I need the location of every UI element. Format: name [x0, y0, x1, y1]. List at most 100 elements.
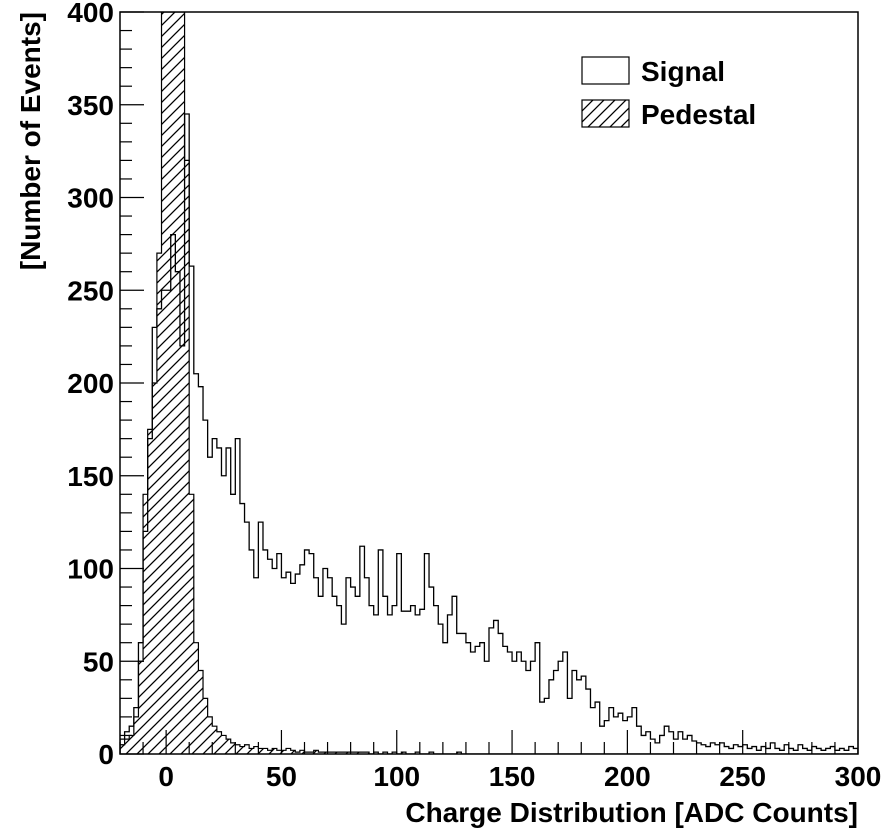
pedestal-bar-48	[341, 752, 347, 754]
pedestal-bar-21	[216, 731, 222, 754]
signal-bin-38	[295, 574, 300, 754]
x-axis-title: Charge Distribution [ADC Counts]	[405, 797, 858, 828]
y-tick-labels: 0 50 100 150 200 250 300 350 400	[67, 0, 114, 770]
signal-bin-89	[531, 661, 536, 754]
signal-bin-27	[245, 522, 250, 754]
signal-bin-151	[816, 748, 821, 754]
pedestal-bar-43	[318, 752, 324, 754]
signal-bin-150	[812, 747, 817, 754]
legend-label-pedestal: Pedestal	[641, 99, 756, 130]
signal-bin-33	[272, 569, 277, 755]
y-tick-label-250: 250	[67, 275, 114, 306]
pedestal-bar-47	[336, 752, 342, 754]
signal-bin-121	[678, 732, 683, 754]
pedestal-bar-17	[198, 670, 204, 754]
signal-bin-34	[277, 554, 282, 754]
pedestal-bar-15	[189, 494, 195, 754]
signal-bin-61	[401, 611, 406, 754]
signal-bin-67	[429, 587, 434, 754]
signal-bin-48	[341, 624, 346, 754]
signal-bin-41	[309, 554, 314, 754]
signal-bin-26	[240, 504, 245, 754]
pedestal-bar-22	[221, 735, 227, 754]
pedestal-bar-13	[179, 12, 185, 754]
signal-bin-12	[175, 272, 180, 754]
signal-bin-47	[337, 606, 342, 754]
pedestal-bar-41	[309, 752, 315, 754]
signal-bin-93	[549, 680, 554, 754]
pedestal-bar-46	[332, 752, 338, 754]
x-tick-label-300: 300	[835, 761, 882, 792]
pedestal-bar-7	[152, 383, 158, 754]
y-tick-label-350: 350	[67, 90, 114, 121]
pedestal-bar-55	[373, 752, 379, 754]
signal-bin-45	[328, 578, 333, 754]
signal-bin-118	[664, 726, 669, 754]
pedestal-bar-30	[258, 748, 264, 754]
pedestal-series	[120, 12, 858, 754]
signal-bin-35	[281, 578, 286, 754]
pedestal-bar-18	[203, 698, 208, 754]
signal-bin-77	[475, 646, 480, 754]
pedestal-bar-73	[456, 752, 462, 754]
pedestal-bar-59	[392, 752, 398, 754]
signal-bin-83	[503, 646, 508, 754]
signal-bin-64	[415, 615, 420, 754]
signal-bin-72	[452, 596, 457, 754]
signal-bin-71	[447, 615, 452, 754]
pedestal-bar-1	[124, 739, 130, 754]
x-tick-label-100: 100	[373, 761, 420, 792]
signal-bin-136	[747, 748, 752, 754]
y-tick-label-100: 100	[67, 554, 114, 585]
pedestal-bar-61	[401, 752, 407, 754]
signal-bin-123	[687, 735, 692, 754]
signal-bin-17	[198, 387, 203, 754]
signal-bin-22	[221, 476, 226, 754]
signal-bin-80	[489, 628, 494, 754]
signal-bin-153	[826, 748, 831, 754]
signal-bin-31	[263, 550, 268, 754]
signal-bin-120	[674, 739, 679, 754]
signal-bin-21	[217, 448, 222, 754]
pedestal-bar-11	[170, 12, 176, 754]
signal-bin-42	[314, 578, 319, 754]
y-tick-label-150: 150	[67, 461, 114, 492]
y-tick-label-50: 50	[83, 646, 114, 677]
pedestal-bar-2	[129, 735, 135, 754]
legend-label-signal: Signal	[641, 56, 725, 87]
signal-bin-124	[692, 741, 697, 754]
pedestal-bar-3	[133, 716, 139, 754]
signal-bin-40	[305, 550, 310, 754]
signal-bin-116	[655, 743, 660, 754]
pedestal-bar-0	[120, 744, 125, 754]
signal-bin-127	[706, 747, 711, 754]
signal-bin-62	[406, 611, 411, 754]
signal-bin-133	[733, 745, 738, 754]
pedestal-bar-40	[304, 752, 310, 754]
signal-bin-86	[517, 652, 522, 754]
signal-bin-6	[148, 439, 153, 754]
signal-bin-125	[697, 743, 702, 754]
signal-bin-135	[743, 745, 748, 754]
signal-bin-101	[586, 689, 591, 754]
signal-bin-92	[544, 698, 549, 754]
signal-bin-68	[434, 606, 439, 754]
pedestal-bar-44	[322, 752, 328, 754]
signal-bin-137	[752, 747, 757, 754]
signal-bin-50	[351, 587, 356, 754]
signal-bin-140	[766, 748, 771, 754]
signal-bin-84	[507, 652, 512, 754]
signal-bin-128	[710, 743, 715, 754]
signal-bin-18	[203, 420, 208, 754]
signal-bin-88	[526, 671, 531, 754]
x-tick-label-50: 50	[266, 761, 297, 792]
pedestal-bar-36	[286, 748, 291, 754]
legend: Signal Pedestal	[581, 56, 756, 130]
pedestal-bar-5	[143, 494, 148, 754]
signal-bin-63	[411, 606, 416, 754]
signal-bin-156	[840, 748, 845, 754]
signal-bin-57	[383, 596, 388, 754]
signal-bin-106	[609, 708, 614, 754]
signal-bin-60	[397, 554, 402, 754]
signal-bin-129	[715, 745, 720, 754]
